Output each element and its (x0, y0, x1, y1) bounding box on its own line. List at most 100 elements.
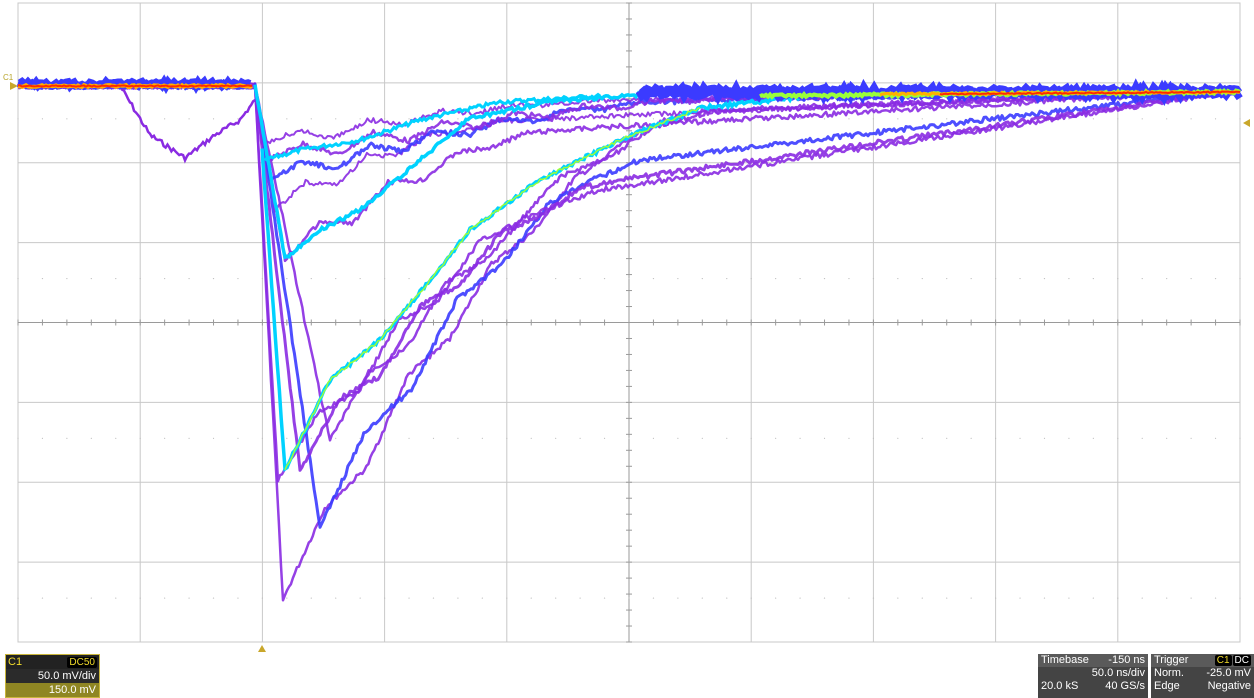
grid-dot (1068, 437, 1070, 439)
timebase-descriptor-box[interactable]: Timebase -150 ns 50.0 ns/div 20.0 kS 40 … (1038, 654, 1148, 698)
grid-dot (1068, 597, 1070, 599)
grid-dot (946, 597, 948, 599)
waveform-trace (118, 85, 256, 164)
grid-dot (1239, 597, 1241, 599)
coupling-badge: DC50 (67, 656, 97, 668)
grid-dot (359, 277, 361, 280)
grid-dot (872, 597, 875, 599)
grid-dot (164, 118, 166, 120)
grid-dot (603, 118, 606, 120)
trigger-type: Edge (1154, 680, 1180, 692)
grid-dot (946, 118, 948, 120)
grid-dot (1166, 437, 1168, 439)
channel-descriptor-box[interactable]: C1 DC50 50.0 mV/div 150.0 mV (5, 654, 100, 698)
grid-dot (1166, 277, 1168, 280)
grid-dot (1092, 277, 1094, 280)
grid-dot (677, 597, 679, 599)
grid-dot (115, 597, 117, 599)
grid-dot (946, 277, 948, 280)
trigger-coupling-badge: DC (1232, 655, 1251, 666)
grid-dot (261, 597, 263, 599)
grid-dot (1043, 437, 1046, 439)
grid-dot (1141, 118, 1143, 120)
grid-dot (310, 597, 312, 599)
grid-dot (17, 437, 19, 439)
grid-dot (408, 597, 410, 599)
grid-dot (848, 597, 850, 599)
grid-dot (359, 118, 361, 120)
grid-dot (799, 277, 801, 280)
tail-band (635, 78, 1243, 107)
trigger-level: -25.0 mV (1206, 667, 1251, 679)
grid-dot (1190, 118, 1192, 120)
grid-dot (995, 597, 997, 599)
grid-dot (750, 437, 752, 439)
volts-per-div: 50.0 mV/div (37, 670, 96, 682)
grid-dot (530, 437, 532, 439)
grid-dot (1068, 118, 1070, 120)
grid-dot (1190, 437, 1192, 439)
grid-dot (872, 277, 875, 280)
grid-dot (408, 437, 410, 439)
grid-dot (1190, 597, 1192, 599)
grid-dot (335, 277, 337, 280)
grid-dot (1019, 277, 1021, 280)
baseline-band (18, 84, 253, 88)
grid-dot (677, 437, 679, 439)
grid-dot (677, 277, 679, 280)
grid-dot (848, 277, 850, 280)
grid-dot (384, 437, 386, 439)
grid-dot (310, 277, 312, 280)
grid-dot (457, 597, 459, 599)
grid-dot (335, 597, 337, 599)
grid-dot (66, 118, 68, 120)
trigger-label: Trigger (1154, 654, 1189, 666)
grid-dot (701, 118, 703, 120)
grid-dot (506, 437, 508, 439)
grid-dot (1141, 437, 1143, 439)
grid-dot (579, 437, 581, 439)
grid-dot (261, 437, 263, 439)
grid-dot (164, 597, 166, 599)
grid-dot (628, 437, 630, 439)
trigger-slope: Negative (1207, 680, 1251, 692)
grid-dot (1141, 277, 1143, 280)
grid-dot (848, 118, 850, 120)
grid-dot (212, 597, 215, 599)
tail-band (939, 90, 1241, 96)
trigger-descriptor-box[interactable]: Trigger C1 DC Norm. -25.0 mV Edge Negativ… (1151, 654, 1254, 698)
grid-dot (188, 118, 190, 120)
grid-dot (652, 597, 655, 599)
grid-dot (1190, 277, 1192, 280)
grid-dot (457, 277, 459, 280)
grid-dot (872, 437, 875, 439)
grid-dot (1117, 118, 1119, 120)
grid-dot (970, 437, 972, 439)
grid-dot (90, 597, 92, 599)
grid-dot (628, 277, 630, 280)
grid-dot (652, 437, 655, 439)
grid-dot (237, 118, 239, 120)
grid-dot (237, 597, 239, 599)
grid-dot (579, 597, 581, 599)
grid-dot (799, 437, 801, 439)
grid-dot (555, 437, 557, 439)
waveform-trace (284, 107, 701, 471)
grid-dot (628, 118, 630, 120)
grid-dot (652, 277, 655, 280)
grid-dot (603, 597, 606, 599)
channel-offset-marker[interactable] (10, 82, 18, 90)
grid-dot (726, 597, 728, 599)
timebase-label: Timebase (1041, 654, 1089, 666)
grid-dot (921, 118, 923, 120)
grid-dot (481, 437, 483, 439)
grid-dot (579, 277, 581, 280)
trigger-position-marker[interactable] (258, 645, 266, 652)
timebase-delay: -150 ns (1108, 654, 1145, 666)
trigger-level-marker[interactable] (1243, 119, 1250, 127)
grid-dot (1019, 597, 1021, 599)
grid-dot (897, 277, 899, 280)
grid-dot (799, 597, 801, 599)
grid-dot (1043, 597, 1046, 599)
grid-dot (41, 118, 44, 120)
